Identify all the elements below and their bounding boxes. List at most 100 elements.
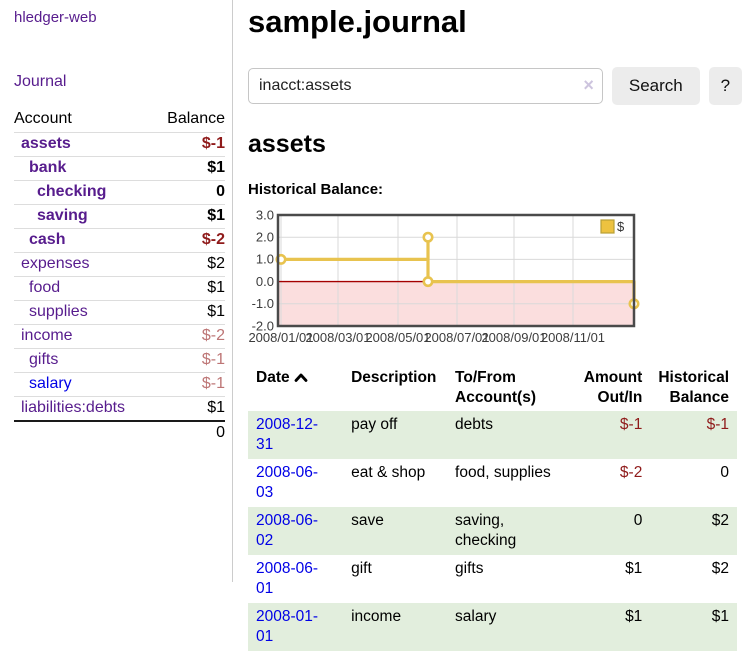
account-link-food[interactable]: food [29,279,61,296]
amount-column-header: Amount Out/In [583,369,643,406]
legend-swatch [600,219,615,234]
sort-ascending-icon [294,369,308,389]
register-row: 2008-06-01 gift gifts $1 $2 [248,555,737,603]
transaction-balance: $1 [711,608,729,625]
register-row: 2008-12-31 pay off debts $-1 $-1 [248,411,737,459]
account-row: bank $1 [14,156,225,181]
account-row: liabilities:debts $1 [14,396,225,421]
transaction-accounts: saving, checking [455,512,517,549]
transaction-amount: $1 [625,560,643,577]
search-form: × Search ? [248,67,742,105]
account-table-header: Account Balance [14,107,225,133]
account-link-income[interactable]: income [21,327,73,344]
transaction-description: save [351,512,384,529]
account-link-gifts[interactable]: gifts [29,351,59,368]
account-balance: $-2 [152,324,225,349]
plot-border [276,213,636,328]
svg-text:1.0: 1.0 [256,252,274,267]
vertical-gridlines [280,215,574,326]
transaction-date-link[interactable]: 2008-01-01 [256,608,319,645]
search-button[interactable]: Search [611,67,700,105]
account-link-supplies[interactable]: supplies [29,303,88,320]
svg-text:-1.0: -1.0 [252,296,274,311]
transaction-date-link[interactable]: 2008-06-02 [256,512,319,549]
transaction-balance: $2 [711,512,729,529]
account-balance: $1 [152,276,225,301]
x-axis-labels: 2008/01/01 2008/03/01 2008/05/01 2008/07… [248,330,605,345]
transaction-date-link[interactable]: 2008-12-31 [256,416,319,453]
svg-text:3.0: 3.0 [256,208,274,223]
help-button[interactable]: ? [708,67,742,105]
svg-text:2008/09/01: 2008/09/01 [481,330,546,345]
transaction-balance: 0 [720,464,729,481]
account-row: gifts $-1 [14,348,225,373]
transaction-description: gift [351,560,372,577]
account-link-cash[interactable]: cash [29,231,66,248]
y-axis-labels: 3.0 2.0 1.0 0.0 -1.0 -2.0 [252,208,274,334]
transaction-amount: 0 [633,512,643,529]
transaction-accounts: salary [455,608,497,625]
transaction-date-link[interactable]: 2008-06-03 [256,464,319,501]
register-row: 2008-06-02 save saving, checking 0 $2 [248,507,737,555]
clear-search-icon[interactable]: × [583,75,594,95]
account-link-salary[interactable]: salary [29,375,72,392]
account-row: assets $-1 [14,132,225,157]
legend-label: $ [617,219,625,234]
account-link-expenses[interactable]: expenses [21,255,90,272]
account-row: expenses $2 [14,252,225,277]
brand-link[interactable]: hledger-web [14,9,97,26]
account-link-saving[interactable]: saving [37,207,88,224]
account-balance: $-1 [152,348,225,373]
historical-balance-chart: $ 3.0 2.0 1.0 0.0 -1.0 -2.0 2008/01/01 2… [248,208,640,345]
account-link-checking[interactable]: checking [37,183,107,200]
svg-text:2008/03/01: 2008/03/01 [305,330,370,345]
date-column-header: Date [248,365,343,411]
balance-column-header: Balance [167,110,225,127]
svg-text:-2.0: -2.0 [252,319,274,334]
account-link-liabilities-debts[interactable]: liabilities:debts [21,399,126,416]
sidebar-item-journal[interactable]: Journal [14,73,67,90]
account-row: income $-2 [14,324,225,349]
svg-text:0.0: 0.0 [256,274,274,289]
register-row: 2008-01-01 income salary $1 $1 [248,603,737,651]
account-balance: 0 [152,180,225,205]
transaction-description: eat & shop [351,464,426,481]
account-balance: $1 [152,300,225,325]
account-balance-table: Account Balance assets $-1 bank $1 check… [14,107,225,445]
data-point-2008-06-02 [422,231,434,243]
account-row: cash $-2 [14,228,225,253]
chart-title: Historical Balance: [248,181,384,198]
transaction-balance: $-1 [706,416,729,433]
transaction-description: pay off [351,416,398,433]
transaction-date-link[interactable]: 2008-06-01 [256,560,319,597]
account-row: supplies $1 [14,300,225,325]
sidebar: hledger-web Journal Account Balance asse… [0,0,233,582]
transaction-accounts: gifts [455,560,484,577]
account-balance: $-2 [152,228,225,253]
page-title: sample.journal [248,4,467,39]
transaction-amount: $-1 [619,416,643,433]
account-column-header: To/From Account(s) [455,369,536,406]
account-link-bank[interactable]: bank [29,159,67,176]
account-balance: $1 [152,156,225,181]
svg-text:2008/05/01: 2008/05/01 [365,330,430,345]
account-row: saving $1 [14,204,225,229]
svg-text:2.0: 2.0 [256,230,274,245]
register-row: 2008-06-03 eat & shop food, supplies $-2… [248,459,737,507]
register-header-row: Date Description To/From Account(s) Amou… [248,365,737,411]
data-point-2008-06-03 [422,276,434,288]
transaction-amount: $1 [625,608,643,625]
svg-text:2008/11/01: 2008/11/01 [541,330,605,345]
account-heading: assets [248,130,326,158]
balance-column-header: Historical Balance [658,369,729,406]
account-link-assets[interactable]: assets [21,135,71,152]
transaction-amount: $-2 [619,464,643,481]
date-header-label: Date [256,369,290,386]
svg-text:2008/01/01: 2008/01/01 [248,330,313,345]
search-input[interactable] [248,68,603,104]
description-column-header: Description [351,369,437,386]
search-input-wrap: × [248,68,603,104]
account-balance: $1 [152,396,225,421]
accounts-total-value: 0 [152,420,225,445]
account-column-header: Account [14,110,72,127]
